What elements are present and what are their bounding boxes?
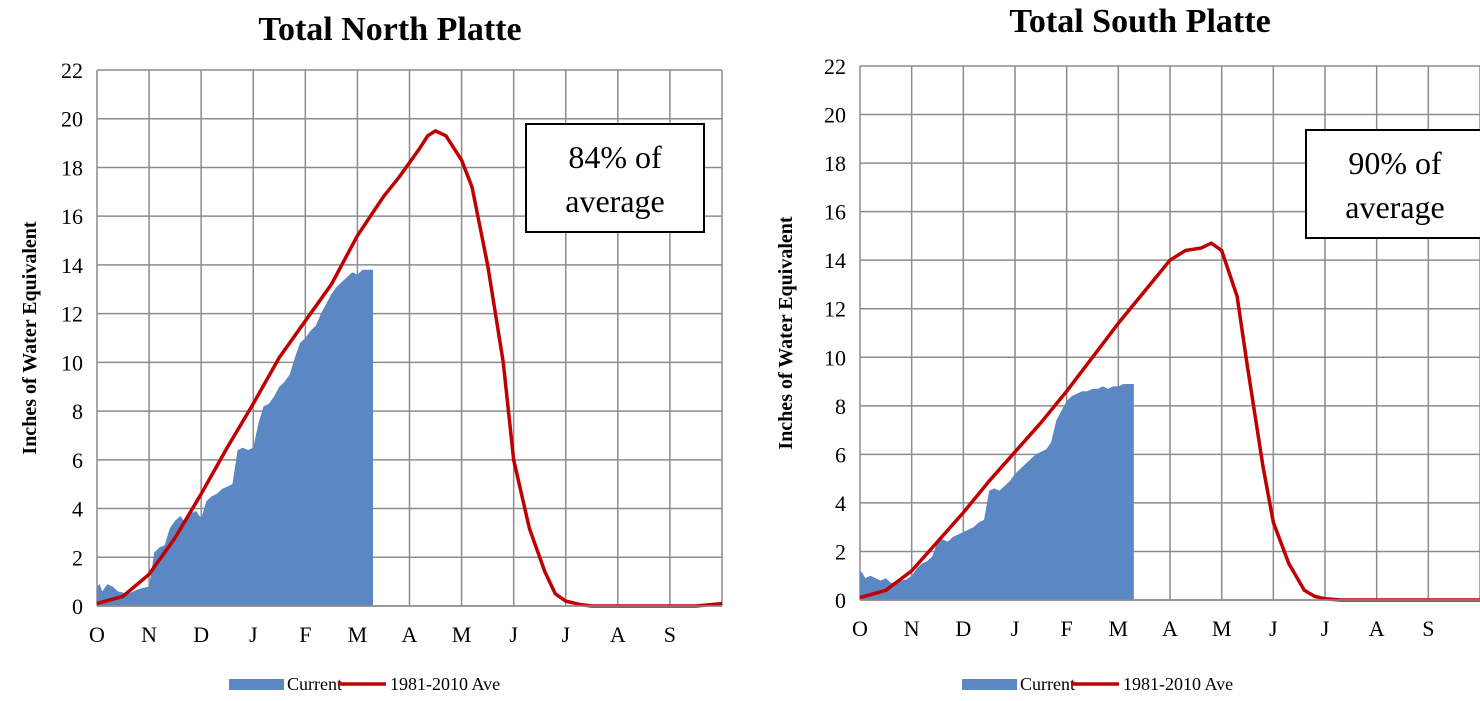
annotation-line-1: 84% of [568, 139, 662, 175]
chart-title: Total North Platte [258, 11, 521, 48]
y-tick-label-8: 8 [835, 394, 846, 419]
x-tick-label-4: F [1061, 616, 1073, 641]
x-tick-label-10: A [1369, 616, 1385, 641]
y-tick-label-4: 4 [72, 497, 83, 522]
chart-svg-north-platte: Total North Platte 0 2 4 6 8 10 12 14 16 18 20 22 O N D… [19, 11, 723, 694]
y-tick-label-18: 18 [61, 155, 83, 180]
y-tick-label-6: 6 [835, 442, 846, 467]
y-axis-label: Inches of Water Equivalent [775, 216, 797, 450]
x-tick-label-7: M [1212, 616, 1232, 641]
y-tick-label-12: 12 [824, 297, 846, 322]
legend: Current 1981-2010 Ave [229, 674, 500, 694]
y-tick-label-2: 2 [835, 539, 846, 564]
legend-label-current: Current [287, 674, 342, 694]
y-tick-label-8: 8 [72, 399, 83, 424]
x-tick-label-11: S [1422, 616, 1434, 641]
y-tick-label-0: 0 [72, 594, 83, 619]
chart-svg-south-platte: Total South Platte 0 2 4 6 8 10 12 14 16 18 20 22 O N D… [775, 3, 1480, 694]
x-tick-label-2: D [955, 616, 971, 641]
annotation-frame [1305, 129, 1480, 239]
x-tick-label-2: D [193, 622, 209, 647]
y-axis-label: Inches of Water Equivalent [19, 221, 41, 455]
y-tick-label-22: 22 [824, 54, 846, 79]
annotation-line-1: 90% of [1348, 145, 1442, 181]
x-tick-label-9: J [1321, 616, 1330, 641]
y-tick-label-16: 16 [824, 200, 846, 225]
y-tick-label-14: 14 [824, 248, 846, 273]
chart-title: Total South Platte [1009, 3, 1270, 40]
x-tick-label-1: N [904, 616, 920, 641]
x-tick-label-5: M [1109, 616, 1129, 641]
x-tick-label-8: J [509, 622, 518, 647]
y-tick-label-20: 20 [61, 107, 83, 132]
x-tick-label-3: J [1011, 616, 1020, 641]
y-tick-label-10: 10 [61, 350, 83, 375]
x-tick-label-9: J [561, 622, 570, 647]
legend-swatch-current [229, 679, 284, 690]
series-area-current [860, 383, 1134, 600]
y-tick-label-16: 16 [61, 204, 83, 229]
annotation-line-2: average [1345, 189, 1444, 225]
x-tick-label-4: F [299, 622, 311, 647]
chart-total-south-platte: Total South Platte 0 2 4 6 8 10 12 14 16 18 20 22 O N D… [740, 0, 1480, 701]
x-tick-label-6: A [402, 622, 418, 647]
x-tick-label-8: J [1269, 616, 1278, 641]
y-tick-label-18: 18 [824, 151, 846, 176]
y-tick-label-10: 10 [824, 345, 846, 370]
x-tick-label-0: O [89, 622, 105, 647]
y-tick-label-14: 14 [61, 253, 83, 278]
legend: Current 1981-2010 Ave [962, 674, 1233, 694]
y-tick-label-20: 20 [824, 103, 846, 128]
annotation-line-2: average [565, 183, 664, 219]
annotation-frame [525, 123, 705, 233]
x-tick-label-6: A [1162, 616, 1178, 641]
y-tick-label-22: 22 [61, 58, 83, 83]
legend-label-average: 1981-2010 Ave [1123, 674, 1233, 694]
x-tick-label-10: A [610, 622, 626, 647]
legend-label-average: 1981-2010 Ave [390, 674, 500, 694]
y-tick-label-4: 4 [835, 491, 846, 516]
y-tick-label-6: 6 [72, 448, 83, 473]
legend-label-current: Current [1020, 674, 1075, 694]
x-tick-label-3: J [249, 622, 258, 647]
chart-total-north-platte: Total North Platte 0 2 4 6 8 10 12 14 16 18 20 22 O N D… [19, 11, 723, 694]
y-tick-label-12: 12 [61, 302, 83, 327]
y-tick-label-0: 0 [835, 588, 846, 613]
series-area-current [97, 269, 374, 606]
legend-swatch-current [962, 679, 1017, 690]
x-tick-label-0: O [852, 616, 868, 641]
annotation-box: 90% of average [1305, 129, 1480, 239]
y-tick-label-2: 2 [72, 545, 83, 570]
x-tick-label-11: S [664, 622, 676, 647]
x-tick-label-7: M [452, 622, 472, 647]
annotation-box: 84% of average [525, 123, 705, 233]
x-tick-label-1: N [141, 622, 157, 647]
x-tick-label-5: M [348, 622, 368, 647]
